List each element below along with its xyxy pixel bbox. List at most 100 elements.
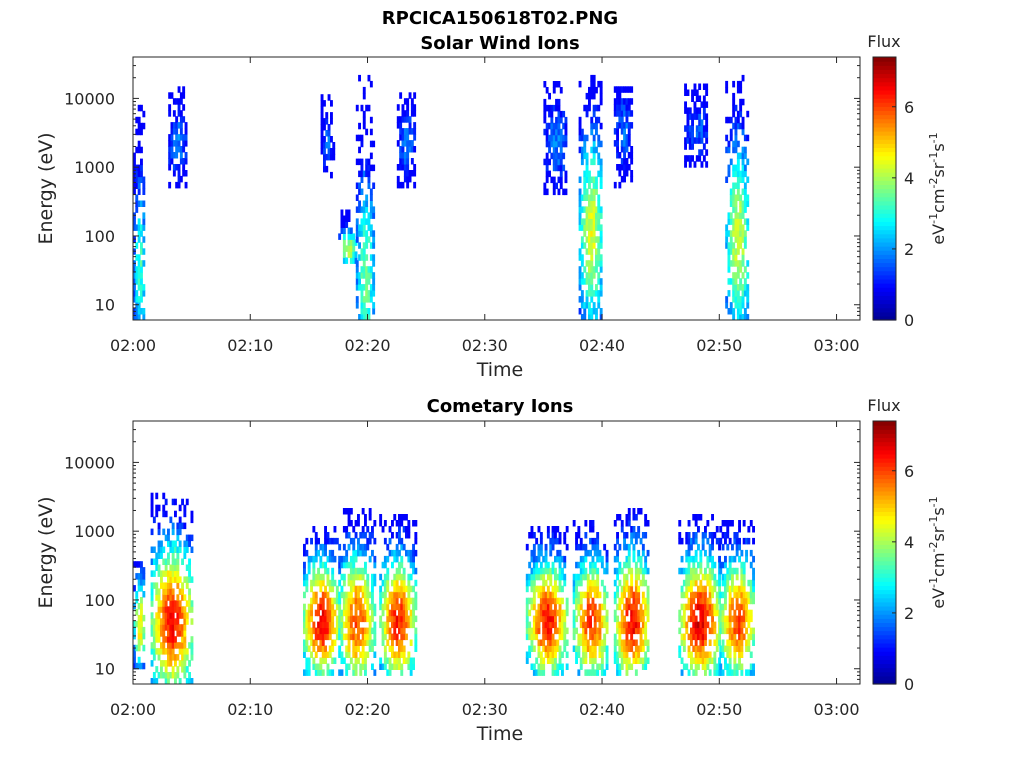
flux-cell — [725, 296, 729, 303]
flux-cell — [352, 597, 356, 605]
flux-cell — [150, 492, 154, 500]
flux-cell — [588, 260, 591, 267]
flux-cell — [331, 585, 335, 593]
flux-cell — [627, 561, 631, 569]
flux-cell — [632, 651, 636, 658]
flux-cell — [595, 188, 598, 195]
colorbar-segment — [873, 106, 896, 112]
flux-cell — [357, 645, 360, 652]
flux-cell — [603, 567, 607, 575]
flux-cell — [349, 573, 353, 581]
flux-cell — [634, 579, 638, 587]
flux-cell — [721, 645, 725, 652]
flux-cell — [393, 549, 397, 557]
flux-cell — [365, 290, 369, 297]
flux-cell — [711, 657, 714, 664]
flux-cell — [623, 543, 626, 551]
flux-cell — [616, 146, 619, 153]
flux-cell — [588, 242, 591, 249]
flux-cell — [715, 579, 719, 587]
flux-cell — [588, 314, 591, 321]
flux-cell — [623, 86, 626, 93]
flux-cell — [352, 257, 356, 264]
flux-cell — [625, 639, 629, 646]
colorbar-segment — [873, 147, 896, 153]
flux-cell — [620, 526, 624, 533]
flux-cell — [357, 591, 360, 599]
flux-cell — [623, 585, 626, 593]
flux-cell — [542, 585, 546, 593]
flux-cell — [732, 230, 736, 237]
flux-cell — [591, 639, 595, 646]
flux-cell — [181, 642, 184, 649]
flux-cell — [414, 633, 418, 641]
flux-cell — [597, 260, 601, 267]
colorbar-segment — [873, 188, 896, 194]
flux-cell — [133, 218, 136, 225]
flux-cell — [398, 615, 401, 623]
flux-cell — [174, 654, 177, 661]
flux-cell — [724, 621, 727, 629]
flux-cell — [367, 104, 371, 112]
flux-cell — [616, 128, 619, 135]
flux-cell — [319, 597, 323, 605]
flux-cell — [736, 122, 740, 130]
flux-cell — [713, 657, 717, 664]
flux-cell — [743, 200, 747, 207]
flux-cell — [406, 170, 410, 177]
flux-cell — [550, 140, 554, 148]
flux-cell — [625, 621, 629, 629]
flux-cell — [379, 657, 383, 664]
flux-cell — [625, 140, 629, 147]
flux-cell — [396, 122, 400, 129]
flux-cell — [690, 657, 693, 664]
flux-cell — [358, 188, 361, 195]
flux-cell — [593, 585, 597, 593]
flux-cell — [678, 520, 682, 527]
flux-cell — [319, 657, 323, 664]
flux-cell — [169, 648, 173, 655]
flux-cell — [591, 627, 595, 635]
flux-cell — [682, 579, 686, 587]
flux-cell — [537, 585, 541, 593]
flux-cell — [746, 296, 750, 303]
flux-cell — [590, 86, 594, 94]
flux-cell — [592, 212, 596, 219]
flux-cell — [369, 272, 373, 279]
flux-cell — [303, 549, 306, 557]
flux-cell — [728, 537, 732, 545]
flux-cell — [721, 591, 725, 599]
flux-cell — [700, 131, 704, 138]
flux-cell — [600, 657, 604, 664]
flux-cell — [733, 651, 737, 658]
flux-cell — [741, 260, 745, 267]
flux-cell — [749, 609, 753, 617]
flux-cell — [706, 657, 710, 664]
flux-cell — [598, 609, 602, 617]
flux-cell — [684, 101, 687, 108]
flux-cell — [152, 546, 156, 553]
flux-cell — [702, 131, 706, 138]
flux-cell — [312, 561, 316, 569]
flux-cell — [719, 537, 723, 545]
flux-cell — [585, 260, 589, 267]
flux-cell — [565, 663, 569, 670]
flux-cell — [409, 663, 413, 670]
flux-cell — [530, 633, 534, 641]
flux-cell — [595, 206, 598, 213]
flux-cell — [347, 591, 351, 599]
flux-cell — [340, 573, 344, 581]
flux-cell — [739, 200, 743, 207]
flux-cell — [701, 663, 705, 670]
y-tick-label: 1000 — [74, 158, 115, 177]
flux-cell — [590, 308, 594, 315]
flux-cell — [342, 573, 346, 581]
flux-cell — [694, 579, 698, 587]
flux-cell — [741, 230, 745, 237]
flux-cell — [326, 532, 330, 539]
flux-cell — [176, 552, 180, 559]
flux-cell — [176, 612, 180, 619]
colorbar-tick-label: 6 — [904, 462, 914, 481]
flux-cell — [552, 104, 556, 112]
